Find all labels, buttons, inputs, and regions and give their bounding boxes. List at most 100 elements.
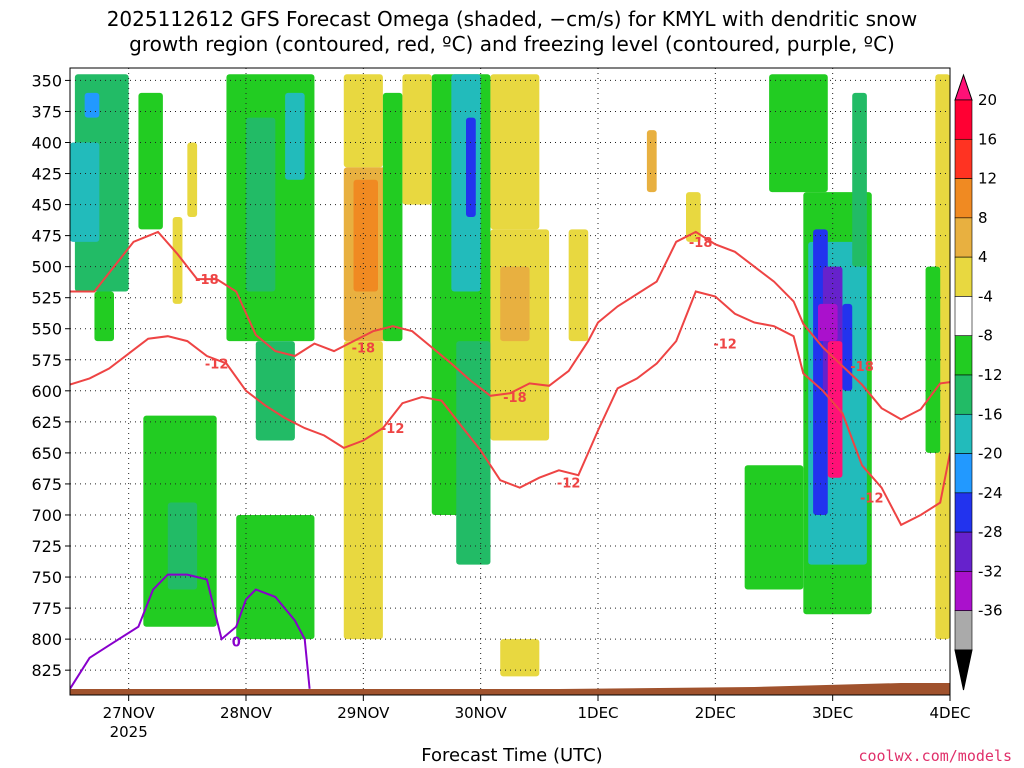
colorbar-label: 8 [978, 209, 988, 227]
dgz-contour-label: -12 [860, 492, 884, 507]
colorbar-label: -8 [978, 327, 993, 345]
y-tick-label: 800 [31, 630, 62, 649]
colorbar-label: 16 [978, 130, 997, 148]
omega-region-23 [456, 341, 491, 565]
dgz-contour-label: -18 [689, 236, 713, 251]
omega-region-11 [285, 92, 305, 180]
omega-region-28 [500, 639, 540, 677]
omega-region-17 [343, 341, 383, 640]
x-tick-label: 2DEC [695, 704, 736, 722]
y-tick-label: 625 [31, 413, 62, 432]
colorbar-band [954, 256, 973, 297]
x-tick-label: 28NOV [220, 704, 273, 722]
dgz-contour--18 [70, 230, 950, 421]
x-tick-label: 29NOV [337, 704, 390, 722]
dgz-contour-label: -18 [195, 273, 219, 288]
omega-region-26 [500, 266, 530, 342]
x-tick-label: 1DEC [577, 704, 618, 722]
y-tick-label: 675 [31, 475, 62, 494]
omega-region-14 [343, 74, 383, 168]
colorbar-band [954, 413, 973, 454]
omega-region-2 [94, 291, 114, 342]
y-tick-label: 600 [31, 382, 62, 401]
omega-region-38 [827, 341, 843, 478]
colorbar-band [954, 492, 973, 533]
dgz-contour-label: -18 [850, 360, 874, 375]
plot-border [69, 67, 951, 696]
y-tick-label: 700 [31, 506, 62, 525]
dgz-contour-label: -12 [381, 422, 405, 437]
omega-region-18 [382, 92, 403, 342]
omega-region-27 [568, 229, 589, 342]
omega-region-40 [852, 92, 867, 267]
colorbar-label: -28 [978, 523, 1003, 541]
y-tick-label: 775 [31, 599, 62, 618]
colorbar-band [954, 374, 973, 415]
omega-region-19 [402, 74, 432, 205]
colorbar-bottom-arrow [954, 649, 973, 691]
omega-region-8 [167, 502, 198, 590]
omega-region-22 [466, 117, 476, 217]
x-axis-label: Forecast Time (UTC) [421, 745, 603, 766]
omega-region-3 [84, 92, 100, 118]
omega-region-29 [646, 130, 657, 193]
dgz-contour-label: -12 [713, 338, 737, 353]
y-tick-label: 650 [31, 444, 62, 463]
colorbar-band [954, 99, 973, 140]
colorbar-band [954, 217, 973, 258]
credit-link[interactable]: coolwx.com/models [858, 747, 1012, 765]
y-tick-label: 525 [31, 289, 62, 308]
omega-region-42 [925, 266, 941, 453]
omega-region-31 [744, 465, 804, 590]
omega-region-39 [842, 303, 853, 391]
y-tick-label: 750 [31, 568, 62, 587]
omega-region-6 [187, 142, 198, 217]
omega-region-24 [490, 74, 540, 230]
colorbar-band [954, 531, 973, 572]
dgz-contour-label: -12 [557, 477, 581, 492]
y-tick-label: 450 [31, 196, 62, 215]
colorbar-band [954, 335, 973, 376]
omega-region-30 [686, 192, 701, 242]
colorbar-label: -16 [978, 405, 1003, 423]
y-tick-label: 350 [31, 71, 62, 90]
y-tick-label: 425 [31, 165, 62, 184]
colorbar-band [954, 571, 973, 612]
omega-region-4 [138, 92, 163, 230]
colorbar-label: 12 [978, 170, 997, 188]
freezing-contour-0 [70, 573, 311, 690]
dgz-contour-label: -18 [352, 341, 376, 356]
chart-title-line-1: 2025112612 GFS Forecast Omega (shaded, −… [106, 7, 918, 31]
colorbar-band [954, 178, 973, 219]
x-tick-label: 3DEC [812, 704, 853, 722]
colorbar-label: -24 [978, 484, 1003, 502]
colorbar-band [954, 138, 973, 179]
y-tick-label: 400 [31, 133, 62, 152]
dgz-contour-label: -18 [503, 391, 527, 406]
y-tick-label: 475 [31, 227, 62, 246]
y-tick-label: 575 [31, 351, 62, 370]
x-year-label: 2025 [110, 723, 148, 741]
colorbar-band [954, 453, 973, 494]
colorbar-label: -12 [978, 366, 1003, 384]
colorbar-label: 20 [978, 91, 997, 109]
freezing-contour-label: 0 [232, 636, 241, 651]
y-tick-label: 375 [31, 102, 62, 121]
colorbar-top-arrow [954, 73, 973, 101]
x-tick-label: 27NOV [103, 704, 156, 722]
colorbar-label: -4 [978, 287, 993, 305]
x-tick-label: 4DEC [929, 704, 970, 722]
colorbar-label: -32 [978, 562, 1003, 580]
y-tick-label: 500 [31, 258, 62, 277]
colorbar-band [954, 296, 973, 337]
y-tick-label: 825 [31, 661, 62, 680]
x-tick-label: 30NOV [455, 704, 508, 722]
omega-region-5 [172, 216, 183, 304]
omega-region-41 [935, 74, 950, 640]
colorbar-label: -36 [978, 602, 1003, 620]
colorbar-label: -20 [978, 445, 1003, 463]
colorbar-label: 4 [978, 248, 988, 266]
y-tick-label: 550 [31, 320, 62, 339]
chart-title-line-2: growth region (contoured, red, ºC) and f… [129, 32, 895, 56]
